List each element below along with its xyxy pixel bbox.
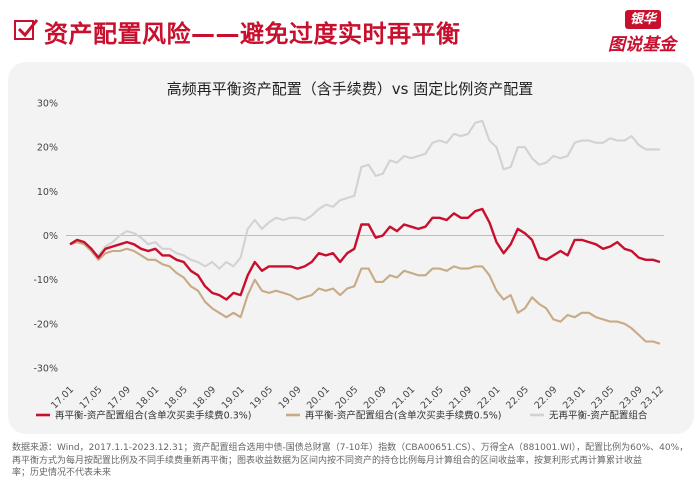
page-title: 资产配置风险——避免过度实时再平衡 (44, 20, 461, 48)
legend-label-3: 无再平衡-资产配置组合 (549, 410, 648, 422)
x-tick-label: 18.01 (134, 384, 161, 411)
y-tick-label: 20% (37, 143, 58, 154)
header: 资产配置风险——避免过度实时再平衡 银华 图说基金 (0, 0, 700, 62)
y-tick-label: -30% (33, 364, 58, 375)
series-line-3 (69, 119, 660, 270)
logo-subtitle: 图说基金 (608, 35, 676, 55)
chart-card (8, 62, 694, 434)
x-tick-label: 23.09 (618, 384, 645, 411)
x-tick-label: 21.01 (390, 384, 417, 411)
x-tick-label: 22.09 (532, 384, 559, 411)
x-tick-label: 21.05 (419, 384, 446, 411)
x-tick-label: 23.12 (639, 384, 666, 411)
line-chart: -30%-20%-10%0%10%20%30%17.01 17.05 17.09 18… (33, 99, 666, 422)
x-tick-label: 17.01 (49, 384, 76, 411)
x-tick-label: 19.01 (220, 384, 247, 411)
footnote-line-3: 率；历史情况不代表未来 (12, 468, 112, 478)
series-line-1 (69, 207, 661, 301)
x-tick-label: 17.09 (106, 384, 133, 411)
y-tick-label: 0% (43, 231, 58, 242)
brand-logo: 银华 图说基金 (605, 8, 693, 55)
x-tick-label: 19.05 (248, 384, 275, 411)
x-tick-label: 20.09 (362, 384, 389, 411)
y-tick-label: 30% (37, 99, 58, 110)
chart-title: 高频再平衡资产配置（含手续费）vs 固定比例资产配置 (166, 80, 534, 98)
checkmark-icon (17, 19, 39, 38)
x-tick-label: 18.09 (191, 384, 218, 411)
legend-label-2: 再平衡-资产配置组合(含单次买卖手续费0.5%) (305, 410, 501, 422)
x-tick-label: 21.09 (447, 384, 474, 411)
y-tick-label: 10% (37, 187, 58, 198)
legend-label-1: 再平衡-资产配置组合(含单次买卖手续费0.3%) (55, 410, 251, 422)
checkbox-icon (14, 19, 39, 40)
x-tick-label: 22.05 (504, 384, 531, 411)
x-tick-label: 18.05 (163, 384, 190, 411)
x-tick-label: 23.01 (561, 384, 588, 411)
y-tick-label: -10% (33, 275, 58, 286)
footnote-line-2: 再平衡方式为每月按配置比例及不同手续费重新再平衡；图表收益数据为区间内按不同资产… (12, 455, 643, 466)
x-tick-label: 17.05 (78, 384, 105, 411)
y-tick-label: -20% (33, 319, 58, 330)
x-tick-label: 19.09 (277, 384, 304, 411)
series-line-2 (69, 241, 661, 345)
x-tick-label: 22.01 (476, 384, 503, 411)
footnote-line-1: 数据来源：Wind，2017.1.1-2023.12.31；资产配置组合选用中债… (12, 443, 689, 453)
footnote: 数据来源：Wind，2017.1.1-2023.12.31；资产配置组合选用中债… (12, 442, 692, 480)
x-tick-label: 20.05 (333, 384, 360, 411)
x-tick-label: 20.01 (305, 384, 332, 411)
x-tick-label: 23.05 (589, 384, 616, 411)
logo-bank-name: 银华 (625, 10, 662, 29)
